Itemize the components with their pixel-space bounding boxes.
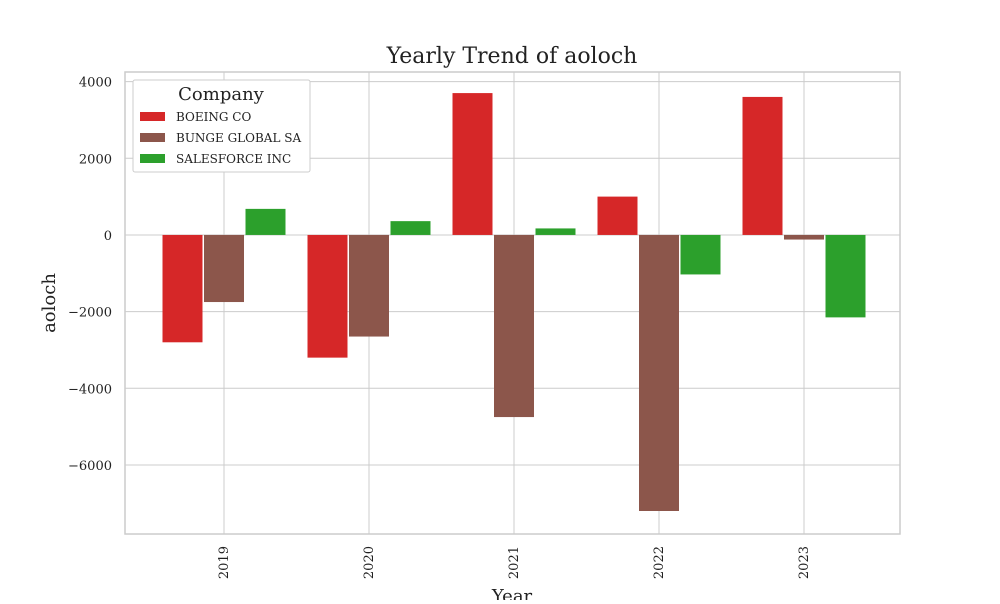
bar xyxy=(307,234,348,358)
bar xyxy=(390,221,431,235)
legend-swatch xyxy=(140,133,165,142)
bar xyxy=(204,234,244,303)
x-tick-label: 2019 xyxy=(217,546,232,579)
legend-title: Company xyxy=(178,84,265,105)
chart-title: Yearly Trend of aoloch xyxy=(386,44,638,69)
bar xyxy=(639,234,679,511)
legend-box xyxy=(132,79,311,173)
x-tick-labels: 2019 2020 2021 2022 2023 xyxy=(217,546,812,579)
y-axis-title: aoloch xyxy=(39,273,60,333)
bar xyxy=(245,208,286,235)
bar xyxy=(597,196,638,235)
bar xyxy=(825,234,866,318)
y-tick-labels: −6000 −4000 −2000 0 2000 4000 xyxy=(68,76,112,474)
bar xyxy=(742,96,783,235)
bar xyxy=(784,234,824,240)
x-tick-label: 2020 xyxy=(362,546,377,579)
y-tick-label: −4000 xyxy=(68,382,112,397)
legend-items: BOEING CO BUNGE GLOBAL SA SALESFORCE INC xyxy=(140,110,301,166)
x-axis-title: Year xyxy=(491,586,533,600)
bars-layer xyxy=(162,93,866,511)
y-tick-label: 0 xyxy=(104,229,112,244)
x-tick-label: 2022 xyxy=(652,546,667,579)
y-tick-label: 2000 xyxy=(79,152,112,167)
legend-label: BUNGE GLOBAL SA xyxy=(176,131,301,145)
y-tick-label: −2000 xyxy=(68,306,112,321)
legend-swatch xyxy=(140,112,165,121)
legend-label: SALESFORCE INC xyxy=(176,152,291,166)
x-tick-label: 2021 xyxy=(507,546,522,579)
bar xyxy=(349,234,389,337)
legend-label: BOEING CO xyxy=(176,110,251,124)
bar xyxy=(680,234,721,275)
legend: Company BOEING CO BUNGE GLOBAL SA SALESFOR… xyxy=(132,79,311,173)
bar xyxy=(535,228,576,235)
y-tick-label: −6000 xyxy=(68,459,112,474)
y-tick-label: 4000 xyxy=(79,76,112,91)
x-tick-label: 2023 xyxy=(797,546,812,579)
bar xyxy=(452,93,493,235)
bar xyxy=(162,234,203,343)
legend-swatch xyxy=(140,154,165,163)
bar xyxy=(494,234,534,418)
